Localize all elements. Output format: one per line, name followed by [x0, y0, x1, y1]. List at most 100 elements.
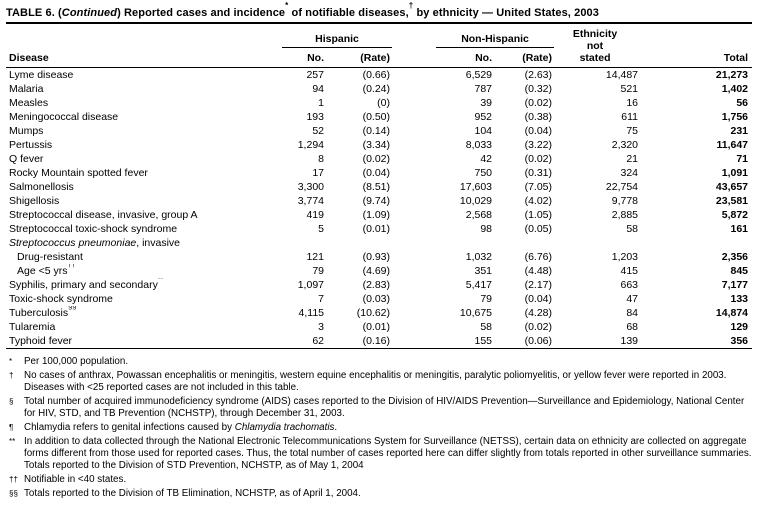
- value-cell: [392, 236, 494, 250]
- footnote: †† Notifiable in <40 states.: [6, 474, 752, 486]
- value-cell: (4.28): [524, 307, 553, 319]
- title-part2: ) Reported cases and incidence: [117, 7, 286, 19]
- header-ethnicity-line1: Ethnicity: [572, 28, 618, 40]
- header-nonhispanic-no: No.: [475, 52, 493, 64]
- disease-cell: Pertussis: [9, 139, 53, 151]
- document-page: TABLE 6. (Continued) Reported cases and …: [6, 2, 753, 500]
- value-cell: 84: [626, 307, 639, 319]
- value-cell: (0.01): [362, 223, 391, 235]
- value-cell: 787: [474, 83, 493, 95]
- total-cell: 845: [730, 265, 749, 277]
- table-row: Q fever 8 (0.02) 42 (0.02) 21 71: [6, 152, 752, 166]
- value-cell: (0.02): [362, 153, 391, 165]
- total-cell: 161: [730, 223, 749, 235]
- header-ethnicity-line3: stated: [579, 52, 611, 64]
- footnote: §§ Totals reported to the Division of TB …: [6, 488, 752, 500]
- disease-cell: Meningococcal disease: [9, 111, 119, 123]
- value-cell: (0.31): [524, 167, 553, 179]
- value-cell: (1.09): [362, 209, 391, 221]
- value-cell: (0.02): [524, 153, 553, 165]
- value-cell: 17,603: [459, 181, 493, 193]
- value-cell: (1.05): [524, 209, 553, 221]
- value-cell: 5,417: [465, 279, 493, 291]
- value-cell: (0.04): [524, 125, 553, 137]
- disease-cell: Salmonellosis: [9, 181, 74, 193]
- value-cell: 1: [318, 97, 324, 109]
- footnote-text: No cases of anthrax, Powassan encephalit…: [24, 370, 727, 393]
- value-cell: 1,203: [611, 251, 639, 263]
- header-hispanic-rate: (Rate): [360, 52, 391, 64]
- value-cell: (0.14): [362, 125, 391, 137]
- value-cell: (3.34): [362, 139, 391, 151]
- total-cell: 1,091: [721, 167, 749, 179]
- value-cell: (10.62): [356, 307, 391, 319]
- value-cell: 415: [620, 265, 639, 277]
- value-cell: 2,885: [611, 209, 639, 221]
- value-cell: [266, 236, 326, 250]
- value-cell: 58: [626, 223, 639, 235]
- value-cell: 351: [474, 265, 493, 277]
- table-row: Tuberculosis§§ 4,115 (10.62) 10,675 (4.28) 84…: [6, 306, 752, 320]
- footnotes: * Per 100,000 population. † No cases of ant…: [6, 356, 752, 500]
- value-cell: 42: [480, 153, 493, 165]
- header-nonhispanic-label: Non-Hispanic: [436, 33, 555, 48]
- value-cell: (0.03): [362, 293, 391, 305]
- header-hispanic-group: Hispanic: [266, 24, 393, 48]
- header-nonhispanic-rate: (Rate): [522, 52, 553, 64]
- title-prefix: TABLE 6. (: [6, 7, 62, 19]
- value-cell: (2.63): [524, 69, 553, 81]
- value-cell: 39: [480, 97, 493, 109]
- disease-cell: Tuberculosis§§: [9, 306, 77, 319]
- value-cell: 155: [474, 335, 493, 347]
- table-row: Streptococcal disease, invasive, group A…: [6, 208, 752, 222]
- value-cell: (0.05): [524, 223, 553, 235]
- value-cell: (4.02): [524, 195, 553, 207]
- table-row: Malaria 94 (0.24) 787 (0.32) 521 1,402: [6, 82, 752, 96]
- disease-cell: Drug-resistant: [17, 251, 83, 263]
- value-cell: 79: [312, 265, 324, 277]
- total-cell: 129: [730, 321, 749, 333]
- value-cell: [494, 236, 554, 250]
- value-cell: 1,294: [297, 139, 324, 151]
- table-row: Age <5 yrs†† 79 (4.69) 351 (4.48) 415 845: [6, 264, 752, 278]
- value-cell: (0.38): [524, 111, 553, 123]
- total-cell: 1,402: [721, 83, 749, 95]
- total-cell: 14,874: [715, 307, 749, 319]
- footnote-text: Per 100,000 population.: [24, 356, 129, 367]
- value-cell: [554, 236, 640, 250]
- total-cell: 5,872: [721, 209, 749, 221]
- value-cell: 62: [312, 335, 324, 347]
- footnote-text: In addition to data collected through th…: [24, 436, 752, 471]
- table-row: Rocky Mountain spotted fever 17 (0.04) 750 (…: [6, 166, 752, 180]
- value-cell: (4.48): [524, 265, 553, 277]
- table-row: Drug-resistant 121 (0.93) 1,032 (6.76) 1,203 2…: [6, 250, 752, 264]
- table-row: Measles 1 (0) 39 (0.02) 16 56: [6, 96, 752, 110]
- value-cell: 21: [626, 153, 639, 165]
- value-cell: 6,529: [465, 69, 493, 81]
- total-cell: 43,657: [715, 181, 749, 193]
- total-cell: 231: [730, 125, 749, 137]
- value-cell: (3.22): [524, 139, 553, 151]
- footnote-text: Notifiable in <40 states.: [24, 474, 127, 485]
- table-row: Shigellosis 3,774 (9.74) 10,029 (4.02) 9,778 2…: [6, 194, 752, 208]
- value-cell: 14,487: [605, 69, 639, 81]
- value-cell: 1,097: [297, 279, 324, 291]
- table-body: Lyme disease 257 (0.66) 6,529 (2.63) 14,487 21…: [6, 68, 752, 349]
- table-row: Pertussis 1,294 (3.34) 8,033 (3.22) 2,320 11,6…: [6, 138, 752, 152]
- footnote-symbol: §§: [9, 488, 18, 498]
- value-cell: 68: [626, 321, 639, 333]
- value-cell: (0.02): [524, 321, 553, 333]
- table-row: Streptococcal toxic-shock syndrome 5 (0.01…: [6, 222, 752, 236]
- value-cell: 58: [480, 321, 493, 333]
- value-cell: 8: [318, 153, 324, 165]
- footnote-symbol: ¶: [9, 422, 14, 432]
- value-cell: 521: [620, 83, 639, 95]
- total-cell: [640, 236, 752, 250]
- table-row: Toxic-shock syndrome 7 (0.03) 79 (0.04) 47 133: [6, 292, 752, 306]
- value-cell: (8.51): [362, 181, 391, 193]
- header-ethnicity-not-stated: Ethnicity not stated: [554, 24, 640, 68]
- value-cell: 79: [480, 293, 493, 305]
- value-cell: 75: [626, 125, 639, 137]
- value-cell: (9.74): [362, 195, 391, 207]
- header-nonhispanic-group: Non-Hispanic: [392, 24, 555, 48]
